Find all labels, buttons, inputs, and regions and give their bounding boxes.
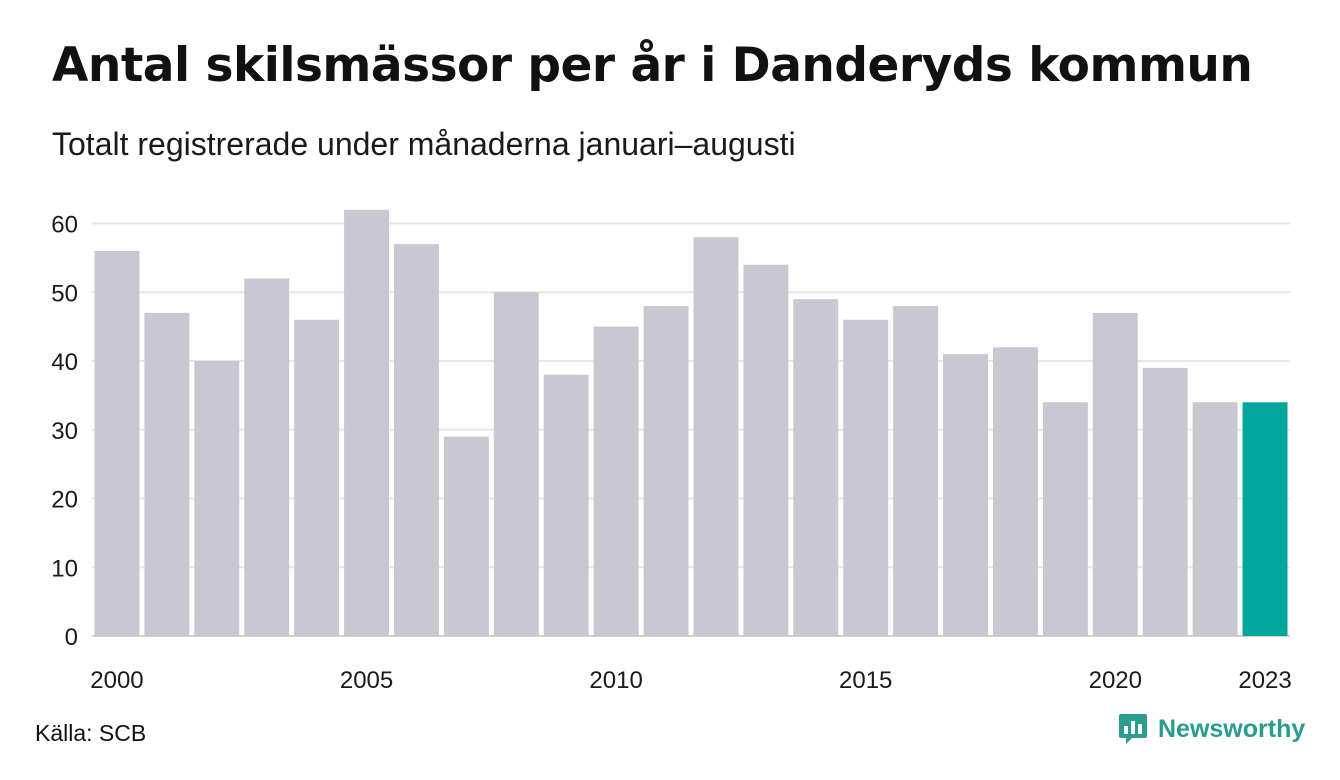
bar-2002 bbox=[194, 361, 240, 636]
bar-2019 bbox=[1042, 402, 1088, 636]
y-tick-label: 50 bbox=[51, 280, 78, 307]
chart-subtitle: Totalt registrerade under månaderna janu… bbox=[52, 126, 796, 162]
x-tick-label: 2015 bbox=[839, 667, 892, 694]
bar-2007 bbox=[443, 436, 489, 636]
chart-title: Antal skilsmässor per år i Danderyds kom… bbox=[52, 38, 1253, 93]
y-axis: 0 10 20 30 40 50 60 bbox=[51, 212, 78, 652]
bar-2020 bbox=[1092, 312, 1138, 636]
bar-2018 bbox=[993, 347, 1038, 636]
bar-2022 bbox=[1192, 402, 1238, 636]
bar-2014 bbox=[793, 299, 839, 636]
y-tick-label: 40 bbox=[51, 349, 78, 376]
brand-logo: Newsworthy bbox=[1118, 712, 1305, 746]
source-label: Källa: SCB bbox=[35, 720, 147, 746]
grid-lines bbox=[92, 222, 1290, 637]
bar-2016 bbox=[893, 306, 939, 636]
y-tick-label: 10 bbox=[51, 555, 78, 582]
bar-2023 bbox=[1242, 402, 1288, 636]
bar-2015 bbox=[843, 319, 889, 636]
bar-2012 bbox=[693, 237, 739, 636]
y-tick-label: 30 bbox=[51, 418, 78, 445]
bar-chart: 0 10 20 30 40 50 60 2000 2005 2010 2015 2020 2023 bbox=[51, 209, 1292, 694]
brand-name: Newsworthy bbox=[1158, 714, 1306, 743]
x-tick-label: 2010 bbox=[589, 667, 642, 694]
bar-2005 bbox=[344, 209, 389, 636]
x-axis: 2000 2005 2010 2015 2020 2023 bbox=[90, 667, 1291, 694]
bar-2009 bbox=[543, 374, 589, 636]
bars bbox=[94, 209, 1288, 636]
x-tick-label: 2020 bbox=[1089, 667, 1142, 694]
bar-2006 bbox=[394, 244, 439, 636]
bar-2000 bbox=[94, 251, 140, 636]
bar-2003 bbox=[244, 278, 290, 636]
x-tick-label: 2000 bbox=[90, 667, 143, 694]
y-tick-label: 0 bbox=[65, 624, 78, 651]
bar-2004 bbox=[294, 319, 340, 636]
bar-2017 bbox=[943, 354, 988, 636]
bar-2008 bbox=[493, 292, 539, 636]
y-tick-label: 60 bbox=[51, 212, 78, 239]
bar-2010 bbox=[593, 326, 639, 636]
bar-2011 bbox=[643, 306, 689, 636]
y-tick-label: 20 bbox=[51, 487, 78, 514]
x-tick-label: 2005 bbox=[340, 667, 393, 694]
bar-2001 bbox=[144, 312, 190, 636]
bar-2021 bbox=[1142, 367, 1188, 636]
bar-2013 bbox=[743, 264, 789, 636]
bar-chart-icon bbox=[1119, 714, 1147, 744]
x-tick-label: 2023 bbox=[1238, 667, 1291, 694]
